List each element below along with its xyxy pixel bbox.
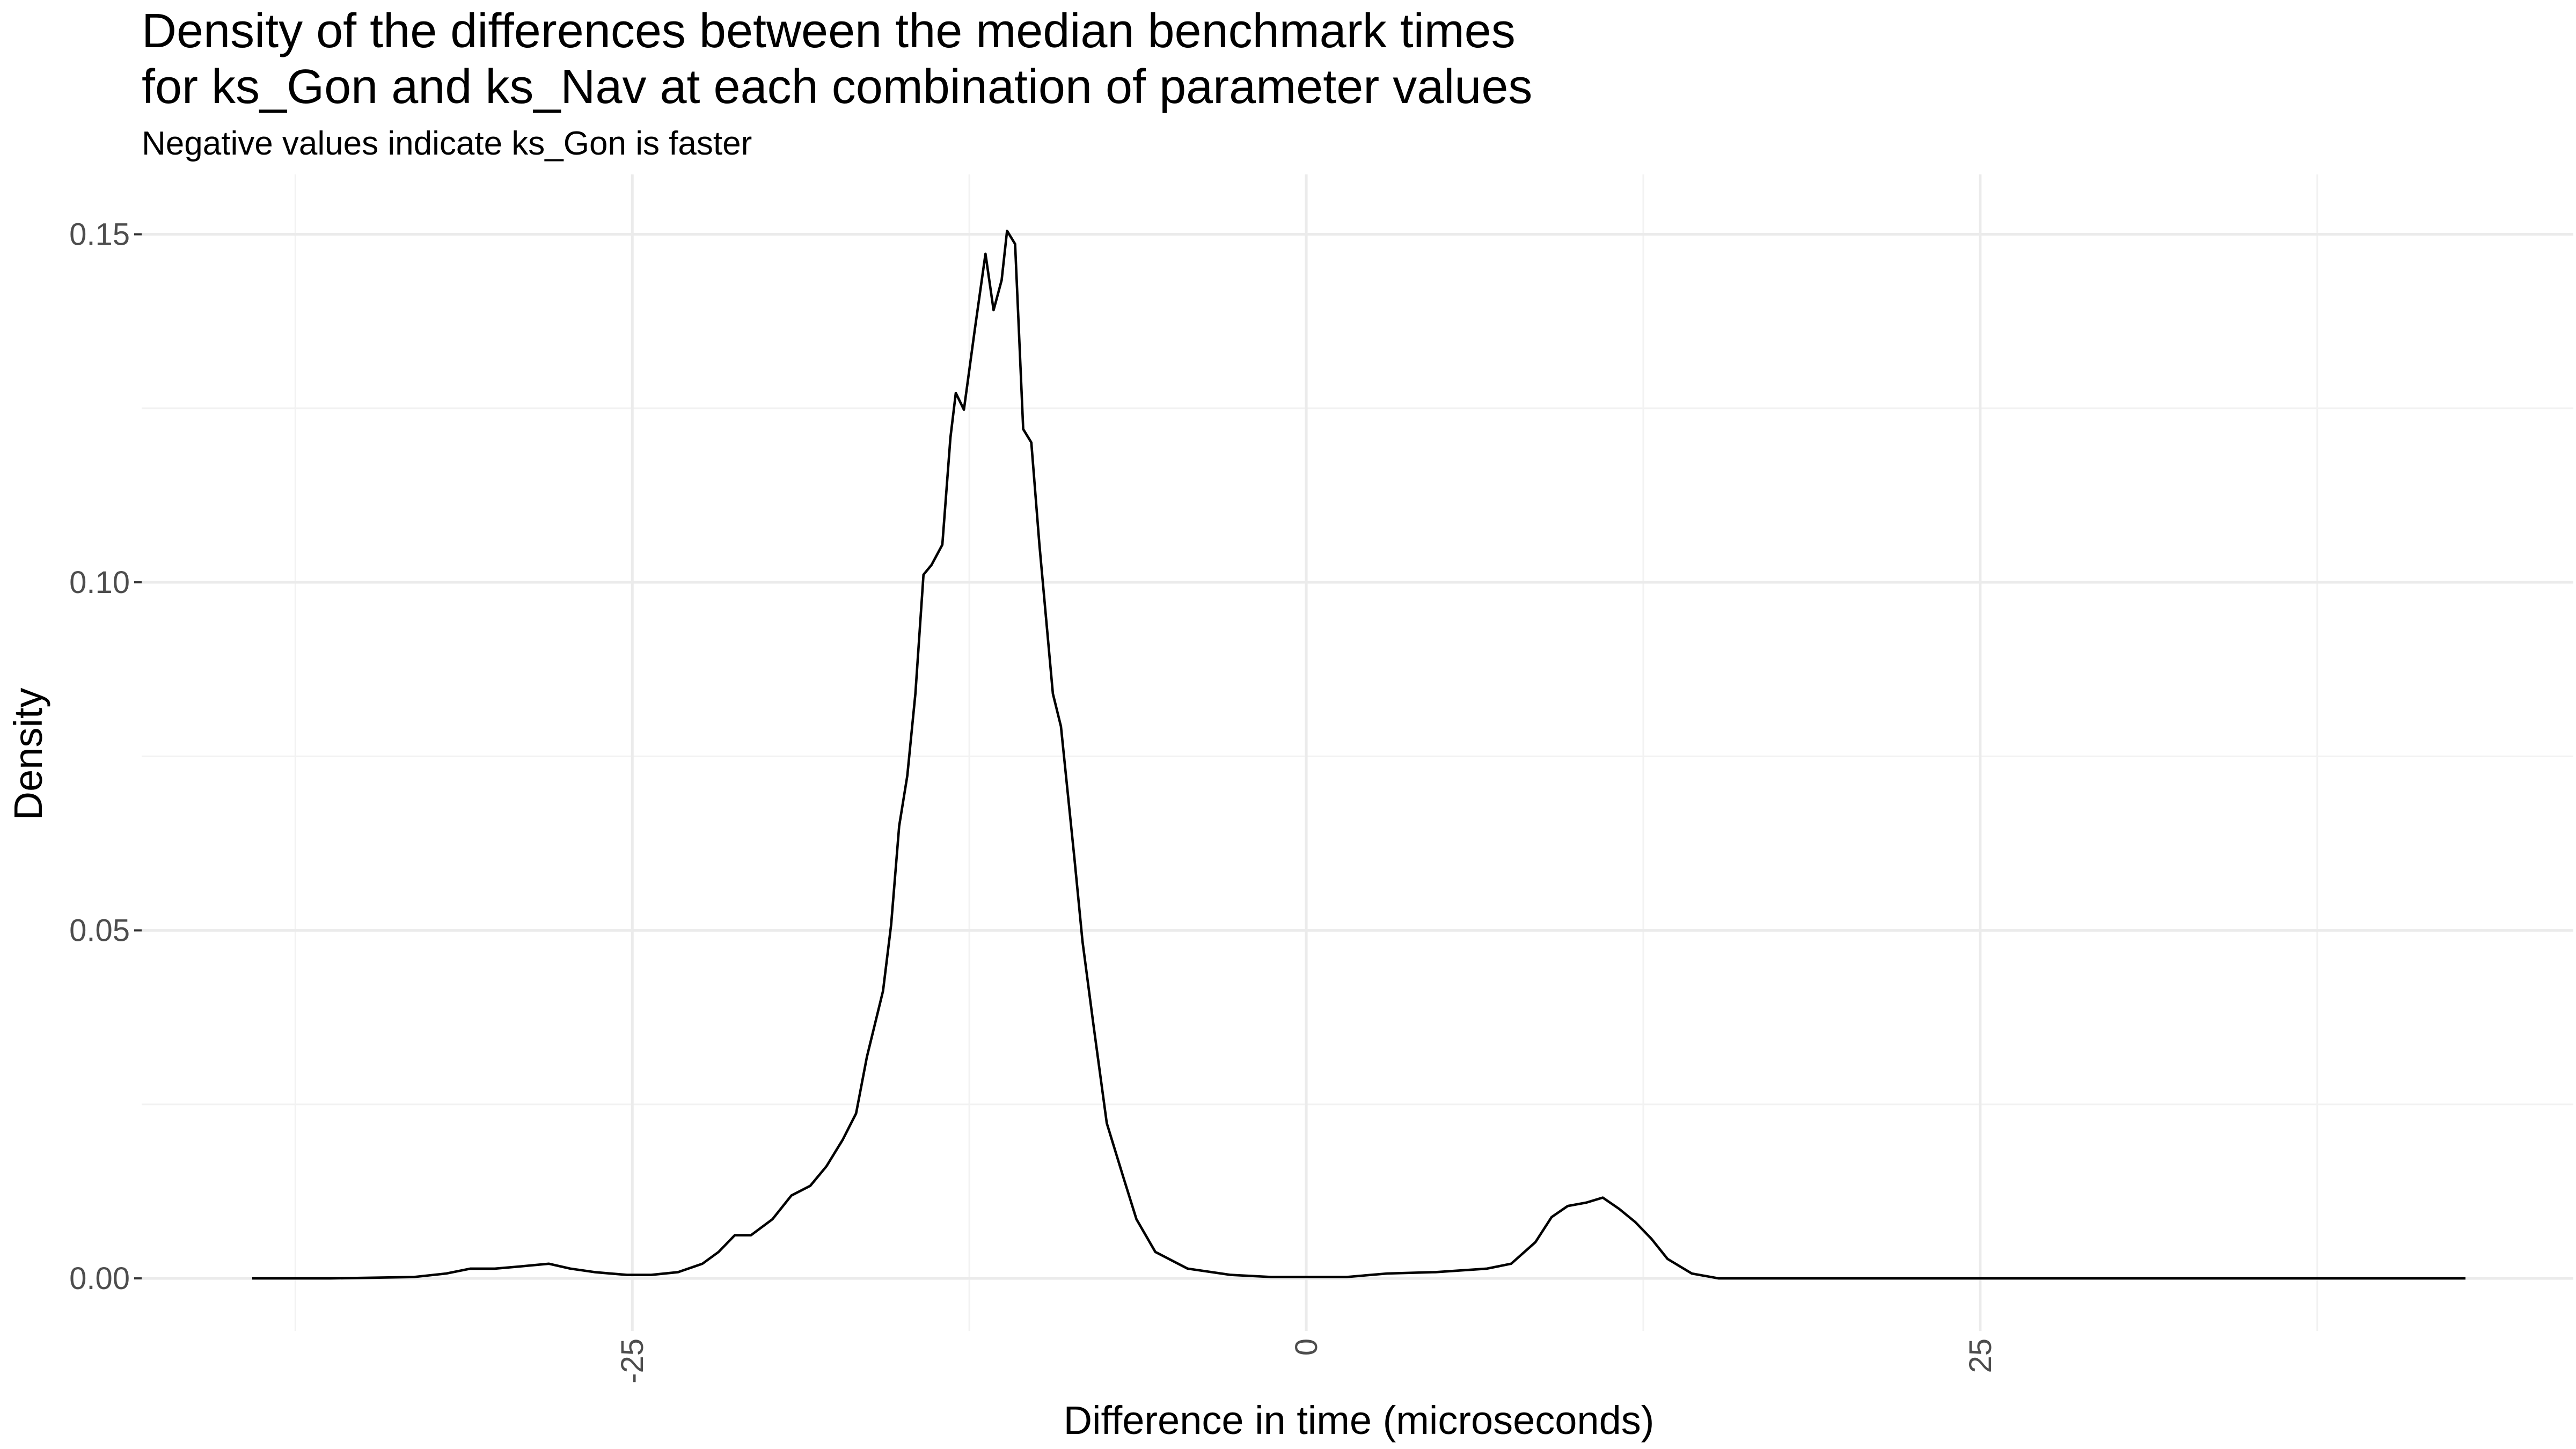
chart-title: for ks_Gon and ks_Nav at each combinatio…: [142, 60, 1532, 114]
y-tick-label: 0.10: [69, 565, 130, 600]
y-axis-title: Density: [6, 688, 50, 821]
plot-area: [252, 229, 2466, 1280]
density-line: [252, 229, 2466, 1280]
grid: [134, 174, 2573, 1331]
chart-subtitle: Negative values indicate ks_Gon is faste…: [142, 125, 752, 162]
x-tick-label: 25: [1963, 1338, 1998, 1373]
x-tick-label: 0: [1289, 1338, 1324, 1356]
x-axis-title: Difference in time (microseconds): [1064, 1398, 1655, 1443]
y-tick-label: 0.00: [69, 1261, 130, 1296]
chart-title: Density of the differences between the m…: [142, 4, 1516, 58]
y-tick-label: 0.05: [69, 913, 130, 948]
y-tick-label: 0.15: [69, 217, 130, 252]
x-tick-label: -25: [615, 1338, 650, 1384]
